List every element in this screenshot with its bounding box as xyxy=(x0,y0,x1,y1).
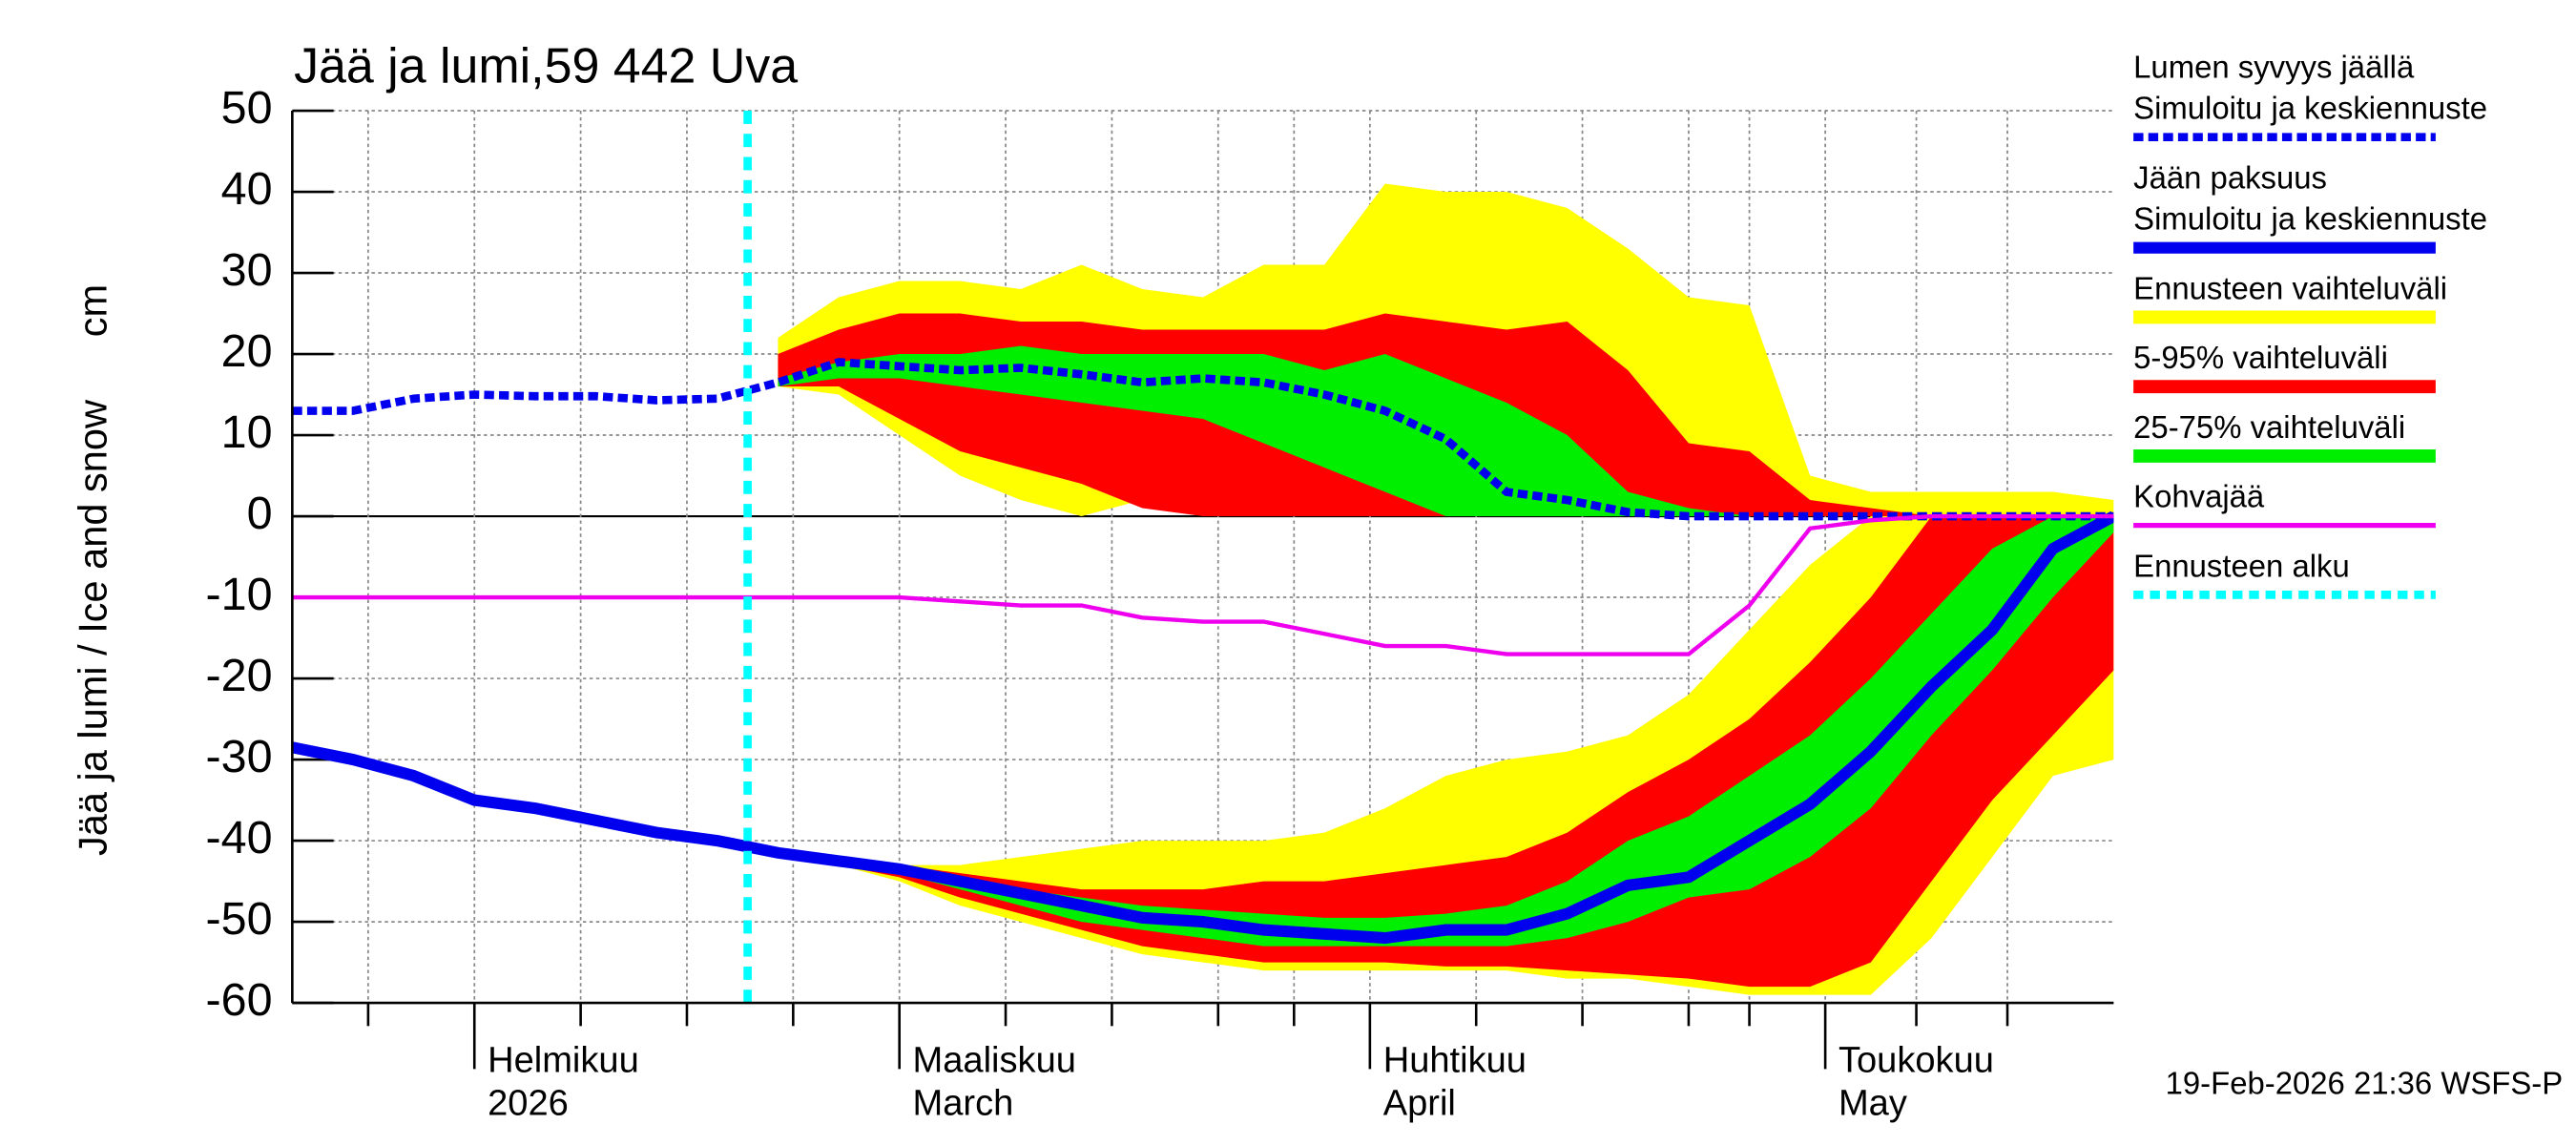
x-tick-label: 2026 xyxy=(488,1083,569,1123)
footer: 19-Feb-2026 21:36 WSFS-P xyxy=(2166,1065,2564,1100)
legend-label: Jään paksuus xyxy=(2133,159,2327,195)
legend-label: Lumen syvyys jäällä xyxy=(2133,49,2415,84)
legend-label: Ennusteen vaihteluväli xyxy=(2133,270,2447,305)
legend-label: Simuloitu ja keskiennuste xyxy=(2133,91,2487,126)
x-tick-label: Huhtikuu xyxy=(1383,1040,1527,1080)
legend-label: 25-75% vaihteluväli xyxy=(2133,409,2405,445)
series-line xyxy=(292,358,2114,521)
legend-label: Ennusteen alku xyxy=(2133,548,2350,583)
y-tick-label: 10 xyxy=(221,406,273,458)
y-tick-label: 50 xyxy=(221,82,273,134)
chart-title: Jää ja lumi,59 442 Uva xyxy=(294,38,798,94)
x-tick-label: Toukokuu xyxy=(1839,1040,1994,1080)
plot-area xyxy=(292,183,2114,995)
y-tick-label: -10 xyxy=(206,569,273,620)
band-area xyxy=(778,516,2114,947)
series-line xyxy=(292,513,2114,656)
y-tick-label: -40 xyxy=(206,812,273,864)
legend-label: 5-95% vaihteluväli xyxy=(2133,340,2388,375)
y-tick-label: 30 xyxy=(221,244,273,296)
x-tick-label: March xyxy=(913,1083,1014,1123)
y-tick-label: -50 xyxy=(206,893,273,945)
series-line xyxy=(292,510,2114,945)
x-tick-label: Maaliskuu xyxy=(913,1040,1076,1080)
y-axis-label: Jää ja lumi / Ice and snow xyxy=(70,399,114,856)
x-tick-label: May xyxy=(1839,1083,1907,1123)
y-tick-label: -30 xyxy=(206,731,273,782)
band-area xyxy=(778,345,2114,517)
legend-label: Simuloitu ja keskiennuste xyxy=(2133,201,2487,237)
y-tick-label: 20 xyxy=(221,325,273,377)
y-tick-label: -20 xyxy=(206,650,273,701)
y-tick-label: 0 xyxy=(247,488,273,539)
y-tick-label: 40 xyxy=(221,163,273,215)
x-tick-label: Helmikuu xyxy=(488,1040,639,1080)
y-tick-label: -60 xyxy=(206,974,273,1026)
y-axis-unit: cm xyxy=(70,284,114,337)
legend-label: Kohvajää xyxy=(2133,479,2265,514)
x-tick-label: April xyxy=(1383,1083,1456,1123)
